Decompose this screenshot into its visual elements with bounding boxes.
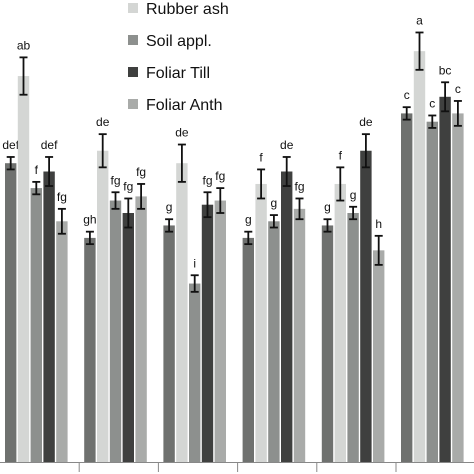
bar-s3-c0 bbox=[43, 171, 55, 462]
bar-s2-c3 bbox=[268, 221, 280, 462]
legend-swatch-s3 bbox=[128, 67, 138, 77]
bar-s4-c3 bbox=[293, 208, 306, 462]
legend-swatch-s1 bbox=[128, 3, 138, 13]
significance-label-s1-c5: a bbox=[416, 13, 423, 27]
legend-swatch-s2 bbox=[128, 35, 138, 45]
bar-s2-c0 bbox=[30, 188, 42, 462]
significance-label-s0-c2: g bbox=[166, 200, 173, 214]
bar-s4-c1 bbox=[135, 196, 147, 462]
significance-label-s1-c1: de bbox=[96, 115, 110, 129]
legend-label-s1: Rubber ash bbox=[146, 1, 229, 18]
bar-s0-c3 bbox=[242, 237, 254, 462]
bar-s0-c2 bbox=[163, 225, 175, 462]
bar-s3-c5 bbox=[439, 96, 451, 463]
bar-s2-c4 bbox=[347, 213, 359, 462]
significance-label-s1-c3: f bbox=[259, 150, 263, 164]
significance-label-s0-c0: def bbox=[2, 138, 19, 152]
bar-s0-c4 bbox=[321, 225, 334, 462]
significance-label-s3-c1: fg bbox=[123, 179, 133, 193]
significance-label-s1-c0: ab bbox=[17, 38, 31, 52]
bar-s1-c2 bbox=[176, 163, 188, 462]
significance-label-s2-c5: c bbox=[429, 96, 435, 110]
bar-s1-c4 bbox=[334, 183, 346, 462]
significance-label-s4-c2: fg bbox=[215, 169, 225, 183]
significance-label-s3-c5: bc bbox=[439, 63, 452, 77]
significance-label-s3-c3: de bbox=[280, 138, 294, 152]
bar-s4-c4 bbox=[373, 250, 385, 462]
legend-swatch-s4 bbox=[128, 99, 138, 109]
significance-label-s2-c3: g bbox=[271, 196, 278, 210]
bar-s4-c5 bbox=[452, 113, 464, 463]
significance-label-s0-c1: gh bbox=[83, 213, 96, 227]
significance-label-s4-c0: fg bbox=[57, 190, 67, 204]
significance-label-s2-c4: g bbox=[350, 188, 357, 202]
bar-s3-c3 bbox=[281, 171, 293, 462]
bar-s2-c1 bbox=[109, 200, 122, 463]
legend-label-s4: Foliar Anth bbox=[146, 97, 222, 114]
bar-s0-c5 bbox=[401, 113, 413, 463]
significance-label-s2-c0: f bbox=[35, 163, 39, 177]
bar-s0-c1 bbox=[84, 237, 96, 462]
bar-s1-c3 bbox=[255, 183, 267, 462]
significance-label-s0-c4: g bbox=[324, 200, 331, 214]
bar-s4-c2 bbox=[214, 200, 226, 463]
significance-label-s1-c4: f bbox=[339, 148, 343, 162]
significance-label-s1-c2: de bbox=[175, 126, 189, 140]
bar-s3-c2 bbox=[201, 204, 214, 462]
significance-label-s0-c3: g bbox=[245, 213, 252, 227]
significance-label-s0-c5: c bbox=[404, 88, 410, 102]
significance-label-s2-c1: fg bbox=[110, 173, 120, 187]
bar-s2-c5 bbox=[426, 121, 438, 462]
significance-label-s4-c5: c bbox=[455, 82, 461, 96]
bar-s1-c5 bbox=[413, 51, 426, 463]
significance-label-s4-c1: fg bbox=[136, 165, 146, 179]
bar-s3-c1 bbox=[122, 213, 134, 462]
significance-label-s2-c2: i bbox=[193, 256, 196, 270]
significance-label-s4-c4: h bbox=[375, 217, 382, 231]
significance-label-s3-c0: def bbox=[41, 138, 58, 152]
bar-s3-c4 bbox=[360, 150, 372, 462]
bar-s1-c0 bbox=[17, 76, 30, 463]
legend-label-s2: Soil appl. bbox=[146, 33, 212, 50]
bar-s0-c0 bbox=[5, 163, 17, 462]
significance-label-s3-c4: de bbox=[359, 115, 373, 129]
bar-s1-c1 bbox=[97, 150, 109, 462]
bar-s4-c0 bbox=[56, 221, 68, 462]
bar-s2-c2 bbox=[189, 283, 201, 462]
legend-label-s3: Foliar Till bbox=[146, 65, 210, 82]
significance-label-s4-c3: fg bbox=[294, 179, 304, 193]
significance-label-s3-c2: fg bbox=[202, 173, 212, 187]
